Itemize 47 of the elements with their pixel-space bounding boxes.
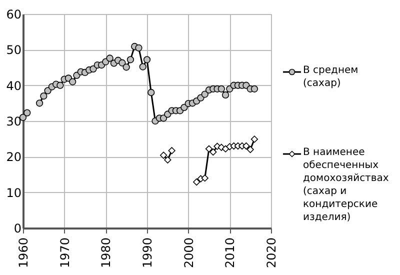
point xyxy=(222,145,230,152)
point xyxy=(205,145,213,152)
y-tick-label: 10 xyxy=(6,186,22,200)
point xyxy=(222,91,230,99)
point xyxy=(135,44,142,52)
point xyxy=(139,63,146,70)
point xyxy=(164,156,172,164)
point xyxy=(160,152,168,159)
point xyxy=(24,109,31,116)
x-tick-label: 1980 xyxy=(99,238,114,268)
point xyxy=(201,174,208,182)
point xyxy=(246,146,254,154)
y-tick-label: 0 xyxy=(14,222,22,236)
point xyxy=(106,54,114,62)
y-tick-label: 40 xyxy=(6,78,22,93)
x-tick-label: 2020 xyxy=(264,238,278,268)
point xyxy=(69,78,76,86)
y-tick-label: 20 xyxy=(6,150,22,164)
point xyxy=(218,85,225,92)
y-tick-label: 30 xyxy=(6,114,22,128)
point xyxy=(122,64,130,71)
legend-label: В среднем (сахар) xyxy=(303,65,358,89)
point xyxy=(36,100,44,107)
point xyxy=(148,88,155,96)
point xyxy=(168,147,176,154)
point xyxy=(90,65,97,72)
point xyxy=(118,59,126,66)
point xyxy=(210,148,217,156)
y-tick-label: 60 xyxy=(6,8,22,22)
y-tick-label: 50 xyxy=(6,43,22,58)
point xyxy=(56,82,64,89)
point xyxy=(40,92,48,100)
point xyxy=(160,114,168,122)
x-tick-label: 2000 xyxy=(182,238,196,268)
legend-label: В наименее обеспеченных домохозяйствах (сахар и кондитерские изделия) xyxy=(303,147,389,223)
x-tick-label: 2010 xyxy=(223,238,238,268)
x-tick-label: 1960 xyxy=(16,238,30,268)
x-tick-label: 1990 xyxy=(140,238,154,268)
point xyxy=(126,56,134,64)
point xyxy=(193,178,200,186)
point xyxy=(201,90,208,98)
point xyxy=(180,104,188,111)
point xyxy=(242,142,250,150)
x-tick-label: 1970 xyxy=(58,238,72,268)
point xyxy=(250,136,258,143)
point xyxy=(250,85,258,92)
point xyxy=(143,56,151,64)
